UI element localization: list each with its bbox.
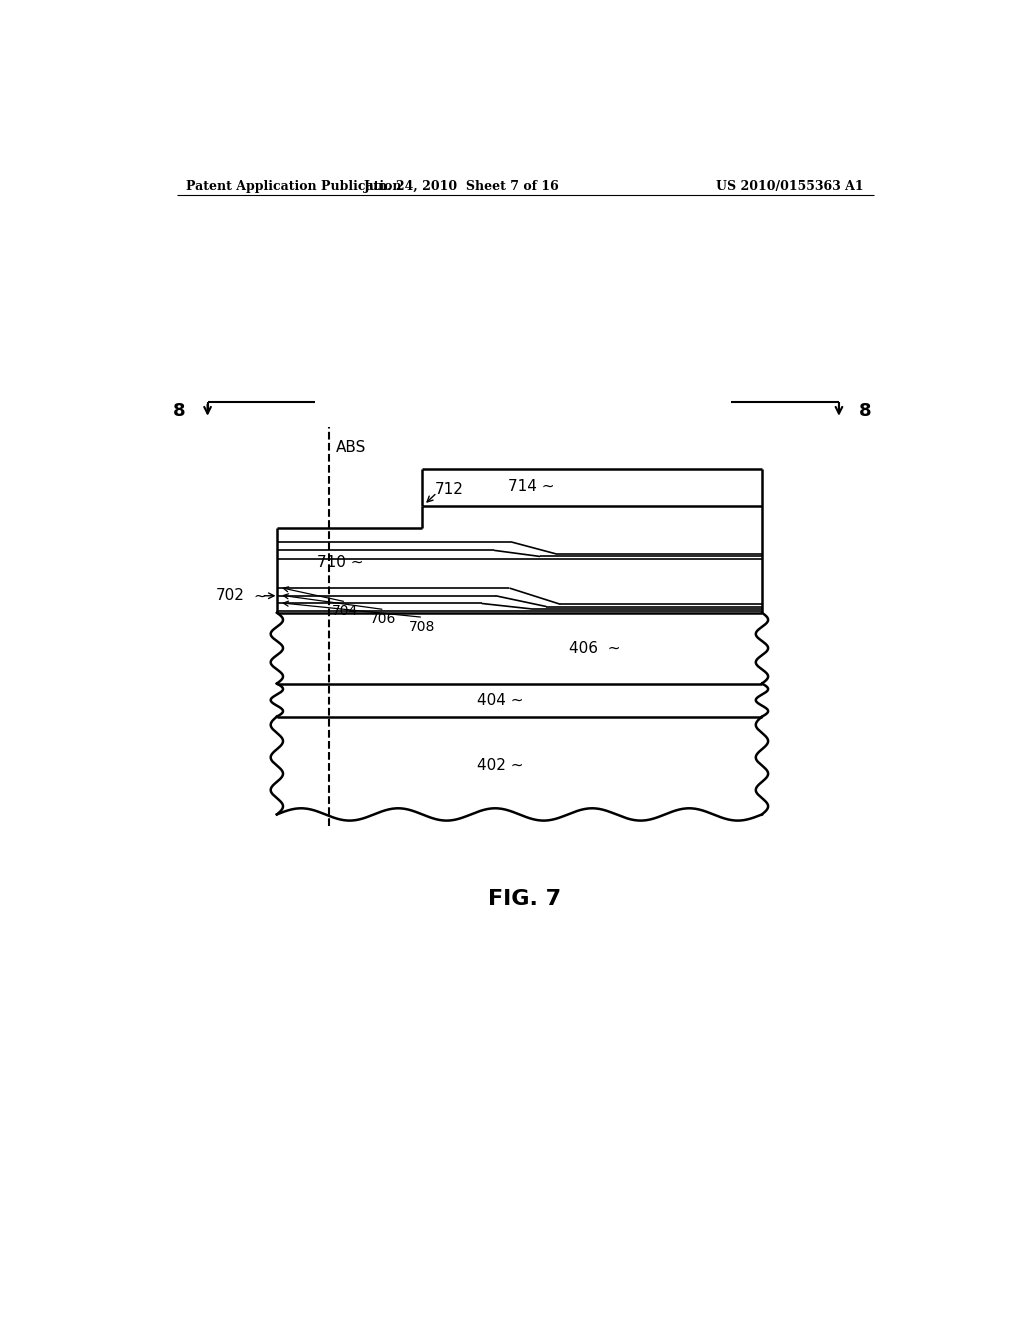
Text: ABS: ABS [336, 441, 366, 455]
Text: 708: 708 [409, 619, 435, 634]
Text: 710 ~: 710 ~ [316, 556, 364, 570]
Text: 402 ~: 402 ~ [477, 759, 523, 774]
Text: 714 ~: 714 ~ [508, 479, 554, 494]
Text: 712: 712 [435, 482, 464, 498]
Text: US 2010/0155363 A1: US 2010/0155363 A1 [716, 181, 863, 194]
Text: 704: 704 [332, 605, 357, 618]
Text: 702: 702 [216, 589, 245, 603]
Text: Jun. 24, 2010  Sheet 7 of 16: Jun. 24, 2010 Sheet 7 of 16 [364, 181, 559, 194]
Text: FIG. 7: FIG. 7 [488, 890, 561, 909]
Text: ~: ~ [254, 589, 266, 603]
Text: 8: 8 [859, 403, 871, 420]
Text: 404 ~: 404 ~ [477, 693, 523, 708]
Text: 8: 8 [173, 403, 186, 420]
Text: 406  ~: 406 ~ [569, 640, 621, 656]
Text: 706: 706 [370, 612, 396, 626]
Text: Patent Application Publication: Patent Application Publication [186, 181, 401, 194]
